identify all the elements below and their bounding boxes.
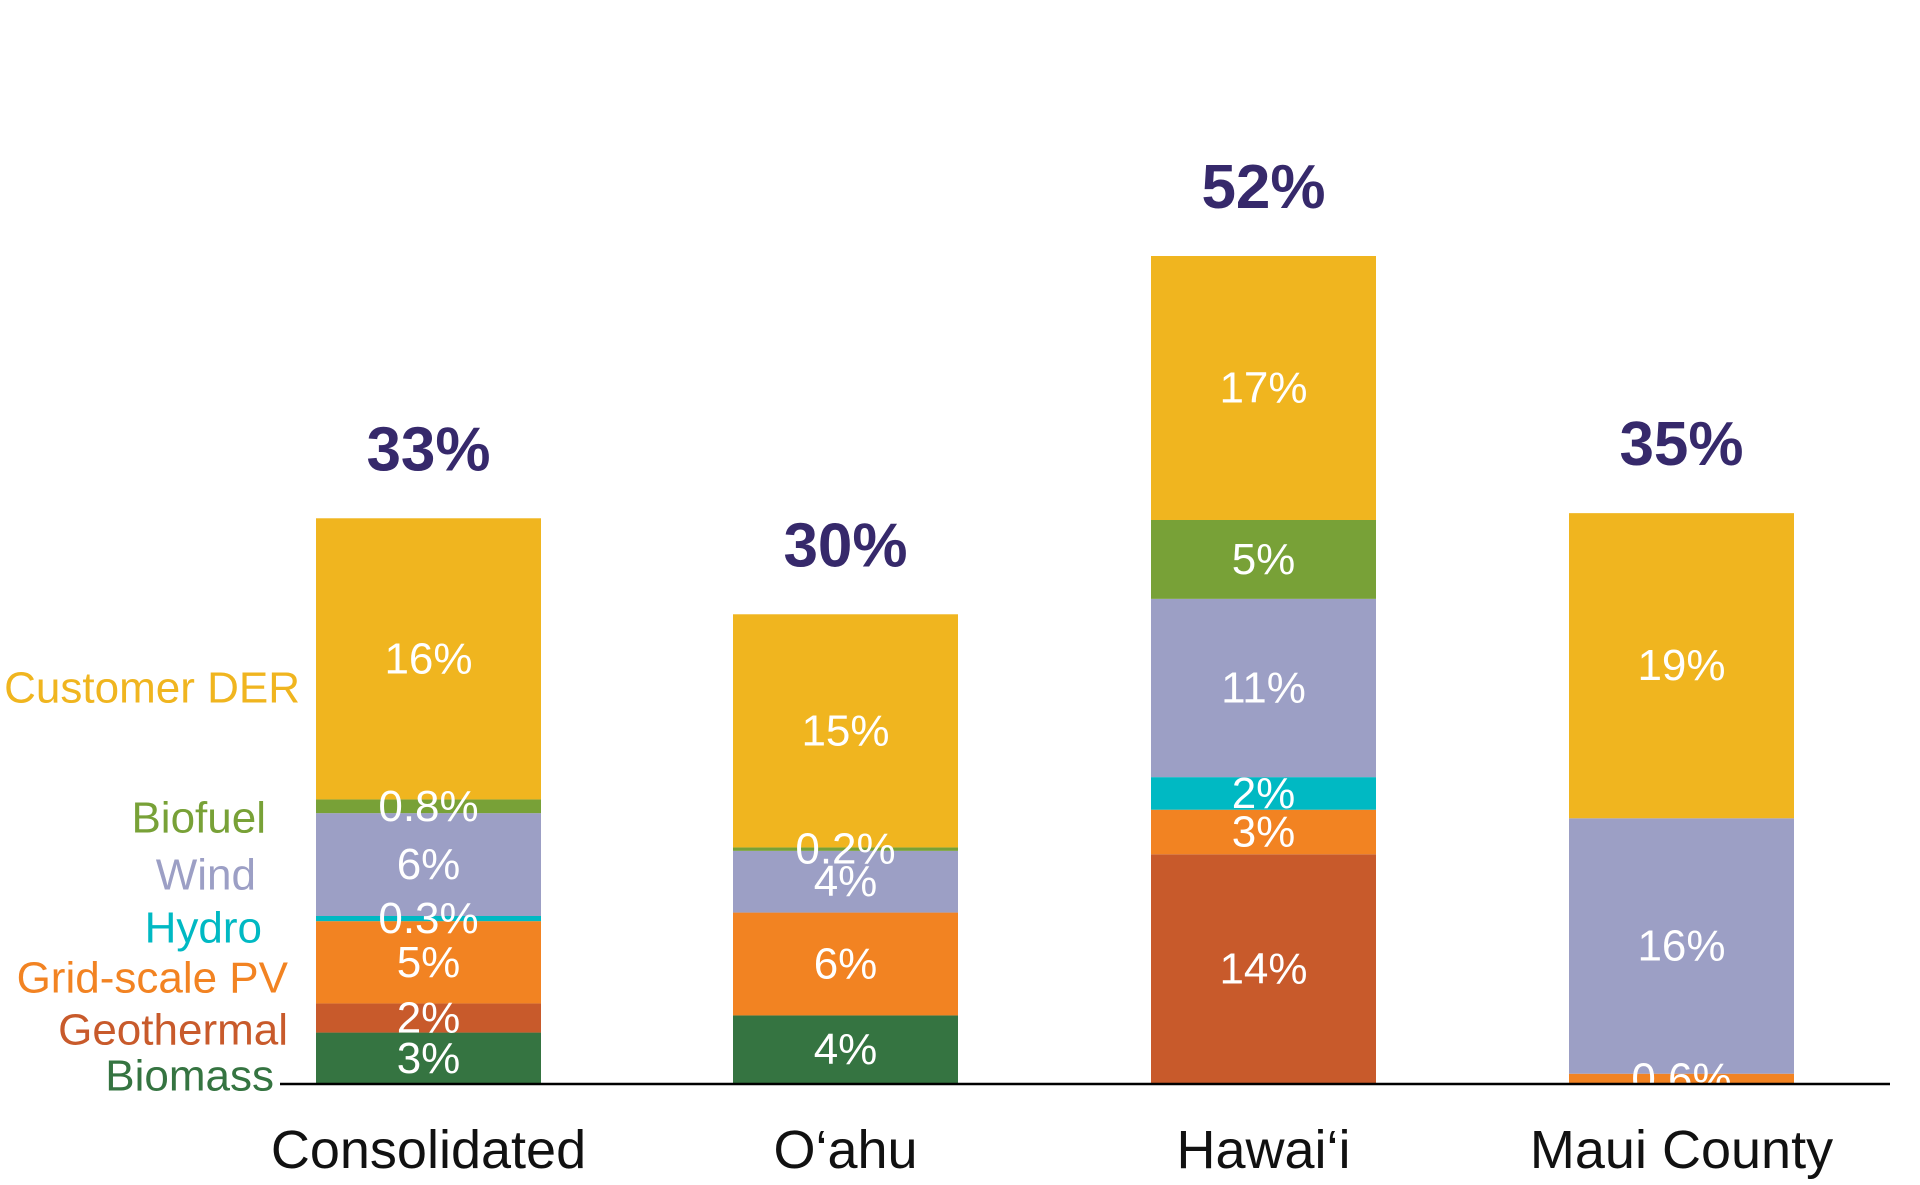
data-label-customer-der-maui-county: 19% bbox=[1637, 641, 1725, 690]
data-label-customer-der-consolidated: 16% bbox=[384, 634, 472, 683]
bar-segment-grid-scale-pv-o-ahu bbox=[733, 912, 958, 1016]
data-label-biomass-consolidated: 3% bbox=[397, 1034, 461, 1083]
bar-segment-biofuel-consolidated bbox=[316, 799, 541, 814]
data-label-grid-scale-pv-consolidated: 5% bbox=[397, 938, 461, 987]
bar-segment-biomass-o-ahu bbox=[733, 1015, 958, 1084]
total-labels-layer: 33% 30% 52% 35% bbox=[366, 153, 1743, 580]
bar-segment-geothermal-hawai-i bbox=[1151, 854, 1376, 1084]
bars-layer bbox=[316, 256, 1794, 1084]
bar-segment-customer-der-hawai-i bbox=[1151, 256, 1376, 520]
total-label-consolidated: 33% bbox=[366, 415, 490, 484]
data-label-grid-scale-pv-hawai-i: 3% bbox=[1232, 808, 1296, 857]
category-label-maui-county: Maui County bbox=[1530, 1120, 1833, 1180]
bar-segment-hydro-hawai-i bbox=[1151, 777, 1376, 810]
bar-segment-customer-der-consolidated bbox=[316, 518, 541, 800]
total-label-maui-county: 35% bbox=[1619, 410, 1743, 479]
segment-labels-layer: 3%2%5%0.3%6%0.8%16%4%6%4%0.2%15%14%3%2%1… bbox=[378, 364, 1731, 1104]
bar-segment-hydro-consolidated bbox=[316, 916, 541, 922]
total-label-o-ahu: 30% bbox=[783, 511, 907, 580]
bar-segment-wind-hawai-i bbox=[1151, 598, 1376, 778]
total-label-hawai-i: 52% bbox=[1201, 153, 1325, 222]
legend-item-biofuel: Biofuel bbox=[131, 794, 266, 843]
data-label-grid-scale-pv-maui-county: 0.6% bbox=[1631, 1054, 1731, 1103]
bar-segment-wind-maui-county bbox=[1569, 818, 1794, 1074]
data-label-geothermal-hawai-i: 14% bbox=[1219, 945, 1307, 994]
bar-segment-grid-scale-pv-maui-county bbox=[1569, 1073, 1794, 1084]
legend-item-hydro: Hydro bbox=[145, 904, 262, 953]
bar-segment-biofuel-o-ahu bbox=[733, 847, 958, 851]
bar-segment-customer-der-maui-county bbox=[1569, 513, 1794, 819]
legend-item-grid-scale-pv: Grid-scale PV bbox=[17, 954, 289, 1003]
category-axis-labels: Consolidated O‘ahu Hawai‘i Maui County bbox=[271, 1120, 1833, 1180]
data-label-wind-hawai-i: 11% bbox=[1221, 664, 1306, 713]
data-label-biofuel-o-ahu: 0.2% bbox=[795, 825, 895, 874]
data-label-hydro-consolidated: 0.3% bbox=[378, 894, 478, 943]
data-label-wind-maui-county: 16% bbox=[1637, 922, 1725, 971]
data-label-biofuel-consolidated: 0.8% bbox=[378, 782, 478, 831]
data-label-grid-scale-pv-o-ahu: 6% bbox=[814, 940, 878, 989]
bar-segment-biomass-consolidated bbox=[316, 1032, 541, 1084]
data-label-biomass-o-ahu: 4% bbox=[814, 1025, 878, 1074]
bar-segment-wind-consolidated bbox=[316, 813, 541, 916]
bar-segment-wind-o-ahu bbox=[733, 850, 958, 913]
bar-segment-grid-scale-pv-consolidated bbox=[316, 921, 541, 1004]
data-label-customer-der-o-ahu: 15% bbox=[801, 706, 889, 755]
bar-segment-grid-scale-pv-hawai-i bbox=[1151, 809, 1376, 855]
data-label-geothermal-consolidated: 2% bbox=[397, 994, 461, 1043]
bar-segment-customer-der-o-ahu bbox=[733, 614, 958, 848]
bar-segment-geothermal-consolidated bbox=[316, 1003, 541, 1033]
category-label-consolidated: Consolidated bbox=[271, 1120, 586, 1180]
legend-item-geothermal: Geothermal bbox=[58, 1006, 288, 1055]
category-label-hawai-i: Hawai‘i bbox=[1176, 1120, 1350, 1180]
legend-item-customer-der: Customer DER bbox=[4, 664, 300, 713]
data-label-wind-consolidated: 6% bbox=[397, 840, 461, 889]
data-label-wind-o-ahu: 4% bbox=[814, 857, 878, 906]
bar-segment-biofuel-hawai-i bbox=[1151, 520, 1376, 599]
legend-item-biomass: Biomass bbox=[105, 1052, 274, 1101]
data-label-hydro-hawai-i: 2% bbox=[1232, 769, 1296, 818]
data-label-biofuel-hawai-i: 5% bbox=[1232, 535, 1296, 584]
data-label-customer-der-hawai-i: 17% bbox=[1219, 364, 1307, 413]
category-label-o-ahu: O‘ahu bbox=[773, 1120, 917, 1180]
legend-item-wind: Wind bbox=[156, 851, 256, 900]
